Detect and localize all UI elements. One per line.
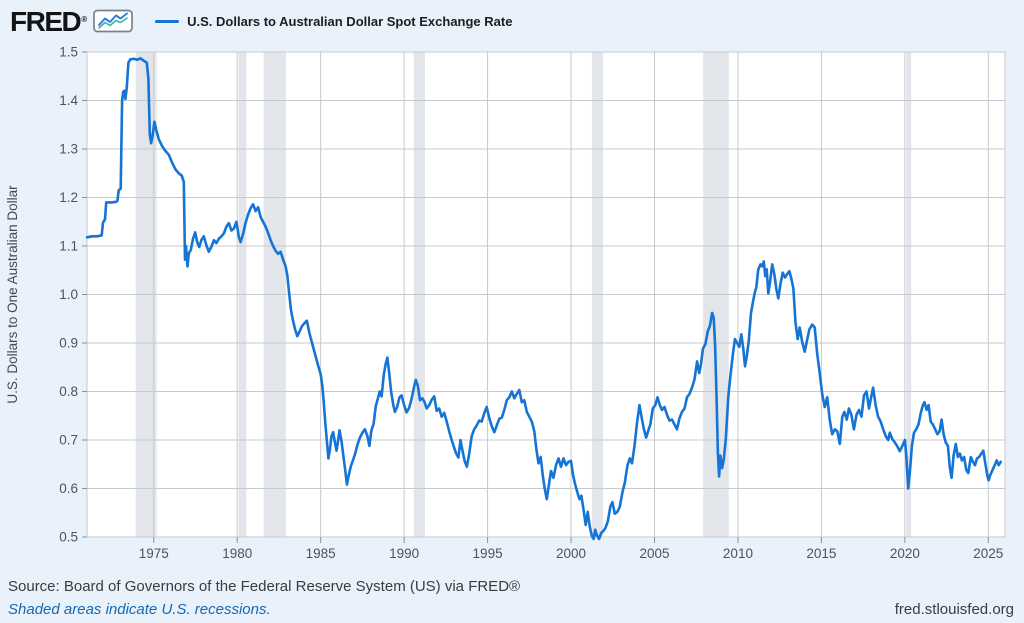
fred-site-url: fred.stlouisfed.org <box>894 601 1014 618</box>
y-tick-label: 1.4 <box>59 93 78 108</box>
registered-mark: ® <box>81 15 88 24</box>
y-tick-label: 1.0 <box>59 287 78 302</box>
x-tick-label: 1975 <box>139 546 169 561</box>
y-tick-label: 1.5 <box>59 45 78 60</box>
x-tick-label: 2000 <box>556 546 586 561</box>
x-tick-label: 2025 <box>973 546 1003 561</box>
y-axis-title: U.S. Dollars to One Australian Dollar <box>5 185 20 404</box>
y-tick-label: 1.1 <box>59 239 78 254</box>
y-tick-label: 0.8 <box>59 384 78 399</box>
footer-row: Shaded areas indicate U.S. recessions. f… <box>8 601 1014 618</box>
y-tick-label: 1.2 <box>59 190 78 205</box>
y-tick-label: 0.5 <box>59 530 78 545</box>
x-tick-label: 2020 <box>890 546 920 561</box>
y-tick-label: 0.6 <box>59 481 78 496</box>
x-tick-label: 1990 <box>389 546 419 561</box>
exchange-rate-chart: 1975 1980 1985 1990 1995 2000 2005 2010 2015 2020… <box>5 45 1006 561</box>
x-tick-label: 1985 <box>306 546 336 561</box>
y-tick-label: 0.7 <box>59 433 78 448</box>
chart-header: FRED ® U.S. Dollars to Australian Dollar … <box>10 6 512 36</box>
x-tick-label: 2005 <box>639 546 669 561</box>
y-tick-label: 1.3 <box>59 142 78 157</box>
legend-line-swatch <box>155 19 180 23</box>
fred-sparkline-icon <box>93 9 133 33</box>
legend-series-label: U.S. Dollars to Australian Dollar Spot E… <box>187 13 513 29</box>
series-line <box>85 57 1003 541</box>
x-tick-label: 2010 <box>723 546 753 561</box>
fred-logo: FRED ® <box>10 6 87 36</box>
source-attribution: Source: Board of Governors of the Federa… <box>8 578 521 595</box>
x-tick-label: 1980 <box>222 546 252 561</box>
y-tick-label: 0.9 <box>59 336 78 351</box>
recession-note-link[interactable]: Shaded areas indicate U.S. recessions. <box>8 601 271 618</box>
x-tick-label: 1995 <box>473 546 503 561</box>
fred-logo-text: FRED <box>10 6 82 37</box>
x-tick-label: 2015 <box>806 546 836 561</box>
